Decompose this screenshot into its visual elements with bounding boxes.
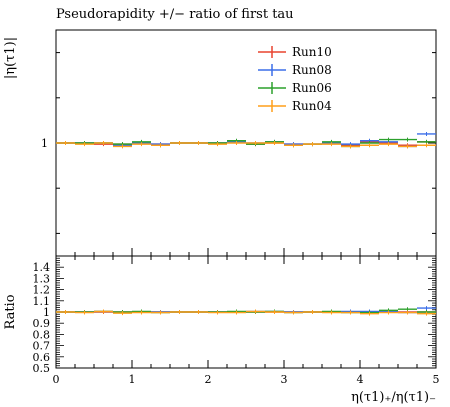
legend-label: Run10 (292, 45, 332, 59)
legend-label: Run06 (292, 81, 332, 95)
legend-label: Run08 (292, 63, 332, 77)
x-tick-label: 0 (53, 373, 60, 386)
x-tick-label: 3 (281, 373, 288, 386)
ratio-y-axis-label: Ratio (3, 294, 18, 329)
ratio-y-tick-label: 1.2 (33, 284, 51, 297)
ratio-y-tick-label: 0.8 (33, 328, 51, 341)
ratio-y-tick-label: 1.3 (33, 272, 51, 285)
ratio-y-tick-label: 0.7 (33, 340, 51, 353)
x-axis-label: η(τ1)₊/η(τ1)₋ (351, 390, 436, 405)
main-series-group (56, 131, 436, 149)
ratio-y-tick-label: 0.5 (33, 362, 51, 375)
legend: Run10 Run08 Run06 Run04 (258, 45, 332, 113)
legend-item-run06: Run06 (258, 81, 332, 95)
ratio-y-tick-label: 0.9 (33, 317, 51, 330)
ratio-series-group (56, 306, 436, 316)
x-tick-label: 4 (357, 373, 364, 386)
main-y-tick-label: 1 (41, 137, 48, 150)
ratio-series-run04 (56, 309, 436, 316)
ratio-y-tick-label: 1.1 (33, 295, 51, 308)
legend-label: Run04 (292, 99, 332, 113)
legend-item-run10: Run10 (258, 45, 332, 59)
ratio-axis-ticks: 0.50.60.70.80.911.11.21.31.40 1 2 3 4 5 (33, 255, 440, 386)
x-tick-label: 2 (205, 373, 212, 386)
ratio-y-tick-label: 0.6 (33, 351, 51, 364)
ratio-y-tick-label: 1 (43, 306, 50, 319)
legend-item-run04: Run04 (258, 99, 332, 113)
main-y-axis-label: |η(τ1)| (3, 37, 18, 79)
ratio-y-tick-label: 1.4 (33, 261, 51, 274)
x-tick-label: 5 (433, 373, 440, 386)
chart-title: Pseudorapidity +/− ratio of first tau (56, 7, 294, 22)
main-series-run04 (56, 141, 436, 149)
x-tick-label: 1 (129, 373, 136, 386)
legend-item-run08: Run08 (258, 63, 332, 77)
main-y-ticks: 1 (41, 52, 437, 256)
